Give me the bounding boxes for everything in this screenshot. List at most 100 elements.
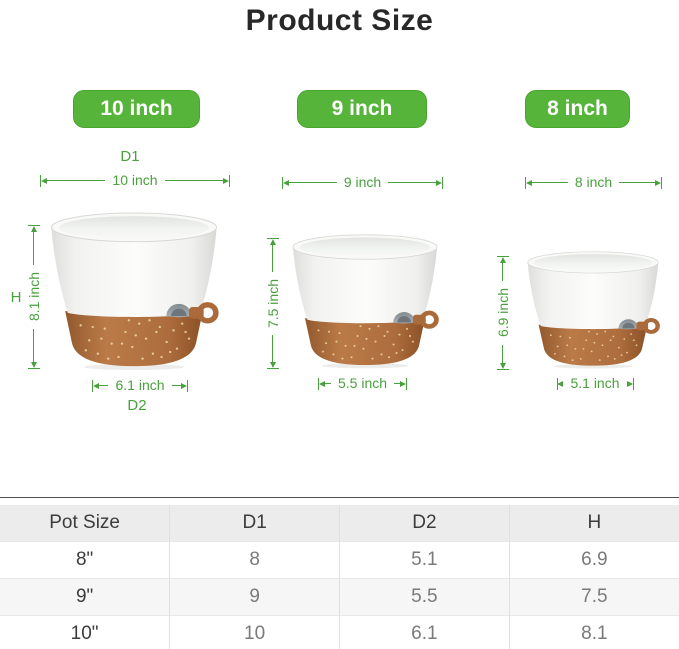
dimension-line-h-pot-8: 6.9 inch — [494, 256, 511, 371]
tick — [525, 176, 526, 189]
arrowhead-left — [557, 380, 564, 387]
table-cell: 9 — [169, 578, 340, 616]
table-cell: 7.5 — [508, 578, 679, 616]
size-badge-8-inch: 8 inch — [525, 90, 630, 128]
dimension-line-h-pot-9: 7.5 inch — [264, 238, 281, 370]
table-cell: 5.5 — [339, 578, 510, 616]
arrowhead-left — [93, 382, 99, 389]
dimension-value: 10 inch — [112, 172, 158, 188]
arrowhead-left — [526, 179, 532, 186]
line-segment — [47, 180, 106, 181]
table-header-cell: H — [508, 505, 679, 542]
line-segment — [272, 245, 273, 272]
dimension-value: 6.9 inch — [494, 288, 511, 338]
arrowhead-left — [319, 380, 325, 387]
tick — [27, 368, 40, 370]
table-row: 8" 8 5.1 6.9 — [0, 541, 679, 579]
tick — [266, 238, 279, 239]
line-segment — [388, 182, 437, 183]
tick — [40, 174, 41, 187]
table-row: 10" 10 6.1 8.1 — [0, 615, 679, 649]
tick — [661, 176, 663, 189]
line-segment — [272, 335, 273, 363]
line-segment — [619, 182, 656, 183]
pot-image-9-inch — [290, 234, 440, 370]
table-top-rule — [0, 497, 679, 498]
tick — [442, 176, 444, 189]
size-table: Pot Size D1 D2 H 8" 8 5.1 6.9 9" 9 5.5 7.5 10" 10 6.1 8… — [0, 505, 679, 649]
dimension-value: 5.1 inch — [570, 375, 620, 391]
table-row-label: 9" — [0, 578, 170, 616]
arrowhead-up — [499, 257, 506, 263]
line-segment — [394, 383, 401, 384]
page-title: Product Size — [245, 4, 434, 37]
pot-illustration — [50, 212, 219, 370]
table-cell: 6.1 — [339, 615, 510, 649]
tick — [496, 256, 509, 257]
arrowhead-left — [41, 177, 47, 184]
line-segment — [502, 263, 503, 282]
tick — [406, 377, 408, 390]
tick — [187, 379, 189, 392]
size-badge-9-inch: 9 inch — [297, 90, 427, 128]
table-header-cell: D1 — [169, 505, 340, 542]
line-segment — [33, 232, 34, 266]
arrowhead-down — [30, 362, 37, 369]
dimension-line-d2-pot-9: 5.5 inch — [318, 375, 408, 391]
dimension-value: 7.5 inch — [264, 278, 281, 329]
table-header-cell: Pot Size — [0, 505, 170, 542]
line-segment — [289, 182, 337, 183]
arrowhead-down — [499, 363, 506, 370]
arrowhead-right — [181, 382, 188, 389]
dimension-line-h-pot-10: 8.1 inch — [25, 225, 42, 370]
arrowhead-right — [626, 380, 633, 387]
size-badge-10-inch: 10 inch — [73, 90, 200, 128]
table-cell: 5.1 — [339, 541, 510, 579]
pot-illustration — [292, 234, 439, 369]
table-row-label: 10" — [0, 615, 170, 649]
line-segment — [164, 180, 223, 181]
line-segment — [171, 385, 182, 386]
pot-image-8-inch — [525, 251, 661, 370]
arrowhead-down — [269, 362, 276, 369]
h-annotation-label: H — [10, 289, 22, 306]
arrowhead-right — [223, 177, 229, 184]
dimension-value: 5.5 inch — [337, 375, 388, 391]
line-segment — [33, 328, 34, 363]
line-segment — [502, 344, 503, 364]
table-cell: 8 — [169, 541, 340, 579]
dimension-value: 9 inch — [343, 174, 382, 190]
arrowhead-up — [30, 226, 37, 232]
arrowhead-right — [436, 179, 443, 186]
tick — [496, 369, 509, 371]
tick — [266, 368, 279, 370]
dimension-line-d1-pot-10: 10 inch — [40, 172, 230, 188]
tick — [318, 377, 319, 390]
tick — [92, 379, 93, 392]
table-cell: 6.9 — [508, 541, 679, 579]
arrowhead-right — [655, 179, 662, 186]
pot-image-10-inch — [48, 212, 220, 372]
dimension-line-d2-pot-8: 5.1 inch — [557, 375, 633, 391]
dimension-value: 8 inch — [574, 174, 613, 190]
dimension-line-d2-pot-10: 6.1 inch — [92, 377, 189, 393]
d2-annotation-label: D2 — [127, 397, 147, 414]
pot-illustration — [527, 251, 660, 369]
table-cell: 8.1 — [508, 615, 679, 649]
arrowhead-left — [283, 179, 289, 186]
table-row: 9" 9 5.5 7.5 — [0, 578, 679, 616]
dimension-value: 8.1 inch — [25, 272, 42, 322]
dimension-line-d1-pot-9: 9 inch — [282, 174, 444, 190]
table-header-row: Pot Size D1 D2 H — [0, 505, 679, 542]
table-row-label: 8" — [0, 541, 170, 579]
d1-annotation-label: D1 — [120, 148, 140, 165]
line-segment — [325, 383, 331, 384]
arrowhead-up — [269, 239, 276, 245]
tick — [229, 174, 230, 187]
dimension-value: 6.1 inch — [115, 377, 165, 393]
arrowhead-right — [400, 380, 407, 387]
tick — [282, 176, 283, 189]
line-segment — [532, 182, 568, 183]
line-segment — [99, 385, 109, 386]
